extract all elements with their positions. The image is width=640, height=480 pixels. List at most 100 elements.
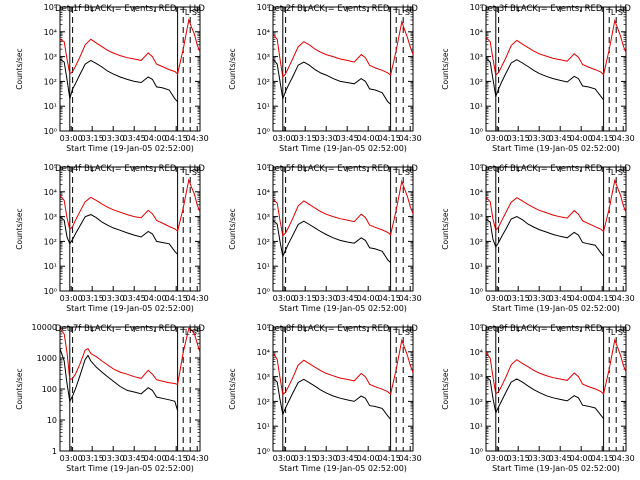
y-tick-label: 10⁵ <box>44 3 57 12</box>
series-line-events <box>59 214 178 255</box>
y-tick-label: 10¹ <box>44 262 57 271</box>
x-tick-label: 04:30 <box>186 454 209 463</box>
y-tick-label: 10⁵ <box>470 323 483 332</box>
detector-panel: 1 10 100 1000 10000 03:0003:1503:3003:4504:00… <box>15 323 209 473</box>
chart-title: Det 5f BLACK = Events, RED = LLD <box>268 164 418 174</box>
x-tick-label: 04:15 <box>378 294 401 303</box>
x-tick-label: 03:30 <box>315 454 338 463</box>
x-tick-label: 04:15 <box>591 294 614 303</box>
x-tick-label: 03:00 <box>60 134 83 143</box>
x-tick-label: 03:15 <box>294 294 317 303</box>
x-tick-label: 04:30 <box>612 454 635 463</box>
detector-panel: 10⁰10¹10²10³10⁴10⁵03:0003:1503:3003:4504… <box>441 163 635 313</box>
x-tick-label: 04:00 <box>144 134 167 143</box>
plot-frame <box>59 6 201 132</box>
y-tick-label: 10¹ <box>44 102 57 111</box>
x-axis-label: Start Time (19-Jan-05 02:52:00) <box>279 304 407 313</box>
x-tick-label: 03:30 <box>528 294 551 303</box>
plot-frame <box>272 6 414 132</box>
y-tick-label: 1000 <box>37 354 57 363</box>
series-line-events <box>485 376 604 420</box>
y-axis-label: Counts/sec <box>228 368 237 409</box>
y-tick-label: 10⁵ <box>44 163 57 172</box>
y-tick-label: 10⁴ <box>44 188 57 197</box>
x-tick-label: 03:30 <box>528 134 551 143</box>
series-line-events <box>485 57 604 101</box>
x-tick-label: 03:45 <box>336 454 359 463</box>
x-tick-label: 04:15 <box>378 454 401 463</box>
x-tick-label: 03:30 <box>102 294 125 303</box>
series-line-events <box>272 377 391 420</box>
series-line-lld <box>272 338 414 396</box>
series-line-events <box>485 216 604 257</box>
x-tick-label: 04:15 <box>165 134 188 143</box>
x-tick-label: 03:00 <box>60 294 83 303</box>
series-line-events <box>59 348 179 411</box>
y-tick-label: 10³ <box>257 373 270 382</box>
corner-label: L S <box>185 8 197 17</box>
y-tick-label: 10³ <box>44 213 57 222</box>
corner-label: L S <box>398 168 410 177</box>
y-tick-label: 10⁰ <box>470 447 483 456</box>
x-tick-label: 03:45 <box>123 294 146 303</box>
x-axis-label: Start Time (19-Jan-05 02:52:00) <box>66 144 194 153</box>
series-line-lld <box>485 178 627 233</box>
x-tick-label: 03:15 <box>81 454 104 463</box>
x-tick-label: 04:30 <box>612 294 635 303</box>
x-tick-label: 04:00 <box>570 454 593 463</box>
chart-title: Det 9f BLACK = Events, RED = LLD <box>481 324 631 334</box>
x-axis-label: Start Time (19-Jan-05 02:52:00) <box>66 464 194 473</box>
y-tick-label: 10⁴ <box>470 188 483 197</box>
plot-frame <box>485 166 627 292</box>
x-tick-label: 03:00 <box>273 294 296 303</box>
x-tick-label: 03:45 <box>336 134 359 143</box>
x-tick-label: 03:15 <box>507 294 530 303</box>
y-tick-label: 10² <box>257 237 270 246</box>
y-tick-label: 10000 <box>32 323 57 332</box>
y-tick-label: 10⁰ <box>470 287 483 296</box>
x-tick-label: 03:15 <box>81 294 104 303</box>
x-tick-label: 04:15 <box>591 454 614 463</box>
chart-title: Det 4f BLACK = Events, RED = LLD <box>55 164 205 174</box>
x-tick-label: 03:45 <box>549 294 572 303</box>
x-tick-label: 03:00 <box>486 454 509 463</box>
chart-title: Det 8f BLACK = Events, RED = LLD <box>268 324 418 334</box>
x-tick-label: 03:15 <box>294 454 317 463</box>
y-axis-label: Counts/sec <box>228 208 237 249</box>
y-tick-label: 10⁴ <box>470 348 483 357</box>
y-tick-label: 10⁴ <box>44 28 57 37</box>
y-tick-label: 10⁴ <box>470 28 483 37</box>
y-axis-label: Counts/sec <box>15 368 24 409</box>
x-axis-label: Start Time (19-Jan-05 02:52:00) <box>492 144 620 153</box>
y-tick-label: 10¹ <box>257 422 270 431</box>
y-tick-label: 10² <box>44 77 57 86</box>
y-tick-label: 10⁰ <box>44 127 57 136</box>
x-tick-label: 03:00 <box>273 454 296 463</box>
y-tick-label: 10² <box>470 397 483 406</box>
y-tick-label: 10⁴ <box>257 348 270 357</box>
x-tick-label: 03:00 <box>273 134 296 143</box>
series-line-lld <box>485 338 627 395</box>
y-tick-label: 10⁵ <box>257 323 270 332</box>
series-line-lld <box>59 178 201 232</box>
y-tick-label: 10² <box>257 397 270 406</box>
plot-frame <box>485 6 627 132</box>
y-tick-label: 10³ <box>470 373 483 382</box>
detector-panel: 10⁰10¹10²10³10⁴10⁵03:0003:1503:3003:4504… <box>441 323 635 473</box>
series-line-lld <box>272 179 414 237</box>
y-tick-label: 10² <box>44 237 57 246</box>
x-tick-label: 03:45 <box>549 454 572 463</box>
y-tick-label: 10³ <box>470 53 483 62</box>
corner-label: L S <box>611 328 623 337</box>
corner-label: L S <box>398 8 410 17</box>
corner-label: L S <box>611 8 623 17</box>
x-tick-label: 03:00 <box>486 294 509 303</box>
x-tick-label: 03:45 <box>123 454 146 463</box>
y-tick-label: 10² <box>470 237 483 246</box>
y-axis-label: Counts/sec <box>441 48 450 89</box>
chart-title: Det 1f BLACK = Events, RED = LLD <box>55 4 205 14</box>
plot-frame <box>485 326 627 452</box>
plot-frame <box>59 166 201 292</box>
corner-label: L S <box>611 168 623 177</box>
y-tick-label: 10¹ <box>470 102 483 111</box>
